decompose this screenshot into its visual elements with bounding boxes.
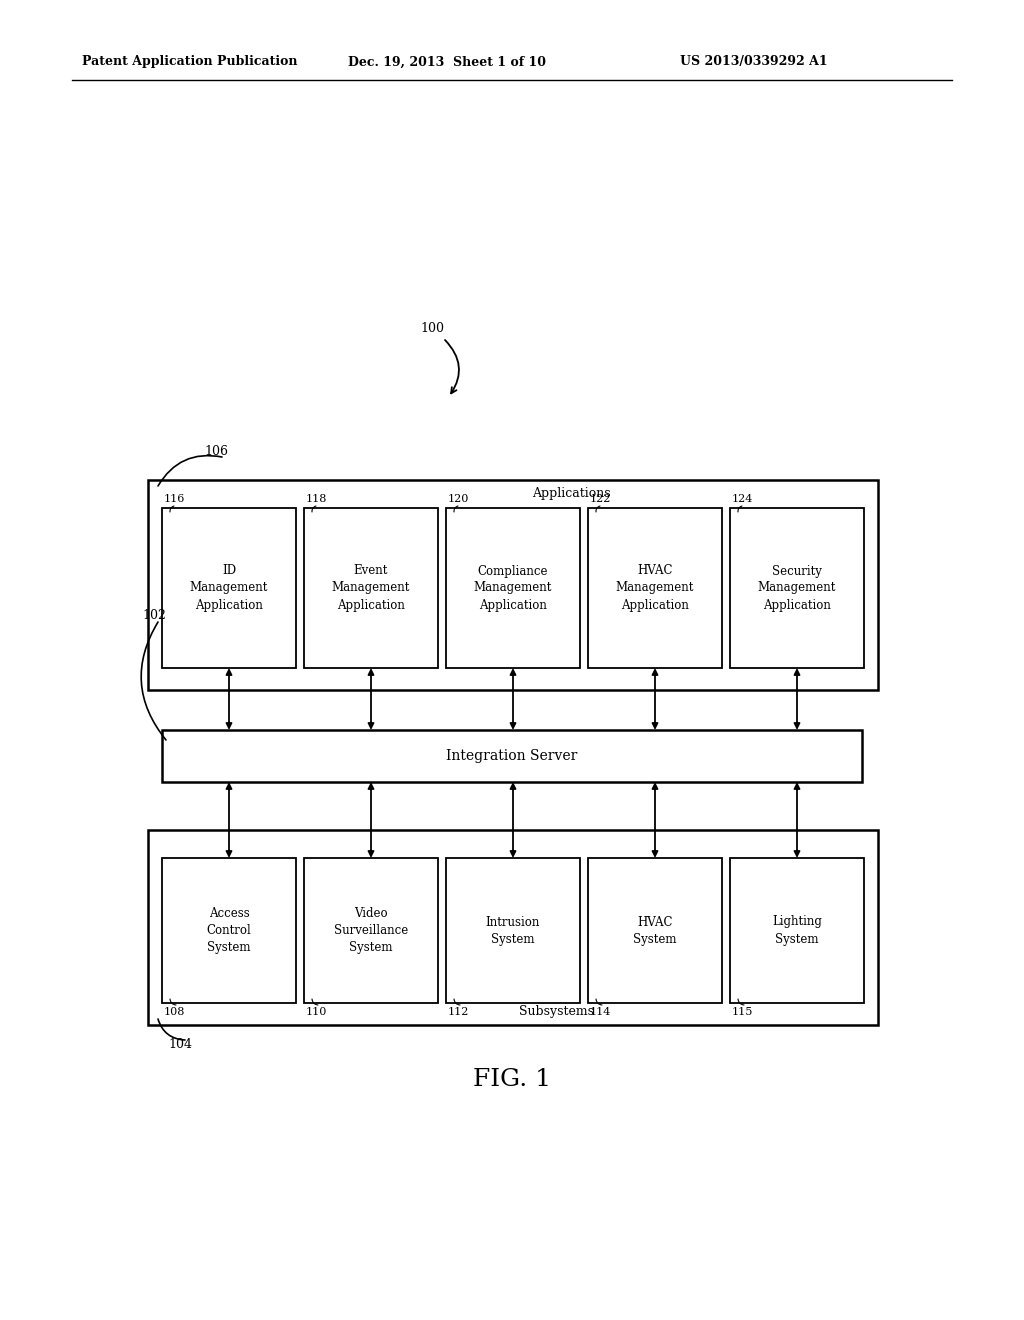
Text: 120: 120 (449, 494, 469, 504)
Bar (162, 730, 862, 781)
Bar (148, 830, 878, 1026)
Text: 122: 122 (590, 494, 611, 504)
Text: FIG. 1: FIG. 1 (473, 1068, 551, 1092)
Bar (446, 508, 580, 668)
Bar (730, 508, 864, 668)
Text: HVAC
Management
Application: HVAC Management Application (615, 565, 694, 611)
Text: 116: 116 (164, 494, 185, 504)
Text: Patent Application Publication: Patent Application Publication (82, 55, 298, 69)
Text: Applications: Applications (532, 487, 610, 500)
Text: 108: 108 (164, 1007, 185, 1016)
Text: 115: 115 (732, 1007, 754, 1016)
Text: Integration Server: Integration Server (446, 748, 578, 763)
Text: 106: 106 (204, 445, 228, 458)
Text: 118: 118 (306, 494, 328, 504)
Text: Dec. 19, 2013  Sheet 1 of 10: Dec. 19, 2013 Sheet 1 of 10 (348, 55, 546, 69)
Bar (446, 858, 580, 1003)
Text: Subsystems: Subsystems (519, 1005, 594, 1018)
Bar (304, 508, 438, 668)
Bar (588, 508, 722, 668)
Bar (162, 858, 296, 1003)
Bar (304, 858, 438, 1003)
Bar (148, 480, 878, 690)
Text: 102: 102 (142, 609, 166, 622)
Text: ID
Management
Application: ID Management Application (189, 565, 268, 611)
Text: 114: 114 (590, 1007, 611, 1016)
Text: 124: 124 (732, 494, 754, 504)
Bar (588, 858, 722, 1003)
Bar (162, 508, 296, 668)
Text: Intrusion
System: Intrusion System (485, 916, 541, 945)
Text: Compliance
Management
Application: Compliance Management Application (474, 565, 552, 611)
Text: 104: 104 (168, 1038, 193, 1051)
Text: US 2013/0339292 A1: US 2013/0339292 A1 (680, 55, 827, 69)
Text: 100: 100 (420, 322, 444, 335)
Text: HVAC
System: HVAC System (633, 916, 677, 945)
Text: Event
Management
Application: Event Management Application (332, 565, 411, 611)
Text: Lighting
System: Lighting System (772, 916, 822, 945)
Text: 110: 110 (306, 1007, 328, 1016)
Text: Video
Surveillance
System: Video Surveillance System (334, 907, 409, 954)
Text: Security
Management
Application: Security Management Application (758, 565, 837, 611)
Text: Access
Control
System: Access Control System (207, 907, 251, 954)
Text: 112: 112 (449, 1007, 469, 1016)
Bar (730, 858, 864, 1003)
